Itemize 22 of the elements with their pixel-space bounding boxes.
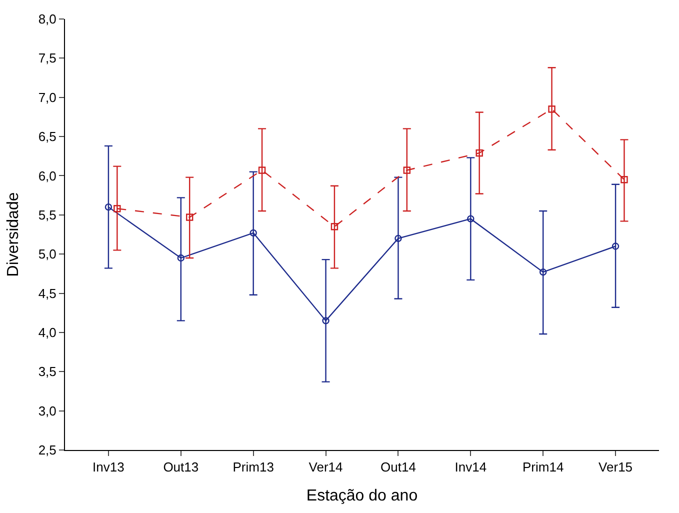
y-tick-label: 2,5 <box>38 442 56 458</box>
y-tick-label: 5,5 <box>38 207 56 222</box>
x-tick-label: Inv13 <box>92 460 124 475</box>
y-tick-label: 4,0 <box>38 325 56 340</box>
x-axis-title: Estação do ano <box>306 487 418 504</box>
y-tick-label: 7,5 <box>38 50 56 66</box>
x-tick-label: Prim13 <box>232 460 274 475</box>
y-tick-label: 3,5 <box>38 364 56 380</box>
y-axis-title: Diversidade <box>5 192 22 277</box>
x-tick-label: Prim14 <box>522 460 564 475</box>
y-tick-label: 6,0 <box>38 168 56 184</box>
y-tick-label: 5,0 <box>38 246 56 262</box>
y-tick-label: 4,5 <box>38 286 56 301</box>
y-tick-label: 3,0 <box>38 403 56 418</box>
y-tick-label: 8,0 <box>38 12 56 27</box>
x-tick-label: Ver15 <box>598 460 633 475</box>
x-tick-label: Out14 <box>380 460 416 475</box>
y-tick-label: 7,0 <box>38 90 56 105</box>
x-tick-label: Inv14 <box>454 460 487 475</box>
x-tick-label: Ver14 <box>308 460 343 475</box>
y-tick-label: 6,5 <box>38 129 56 144</box>
x-tick-label: Out13 <box>163 460 199 475</box>
